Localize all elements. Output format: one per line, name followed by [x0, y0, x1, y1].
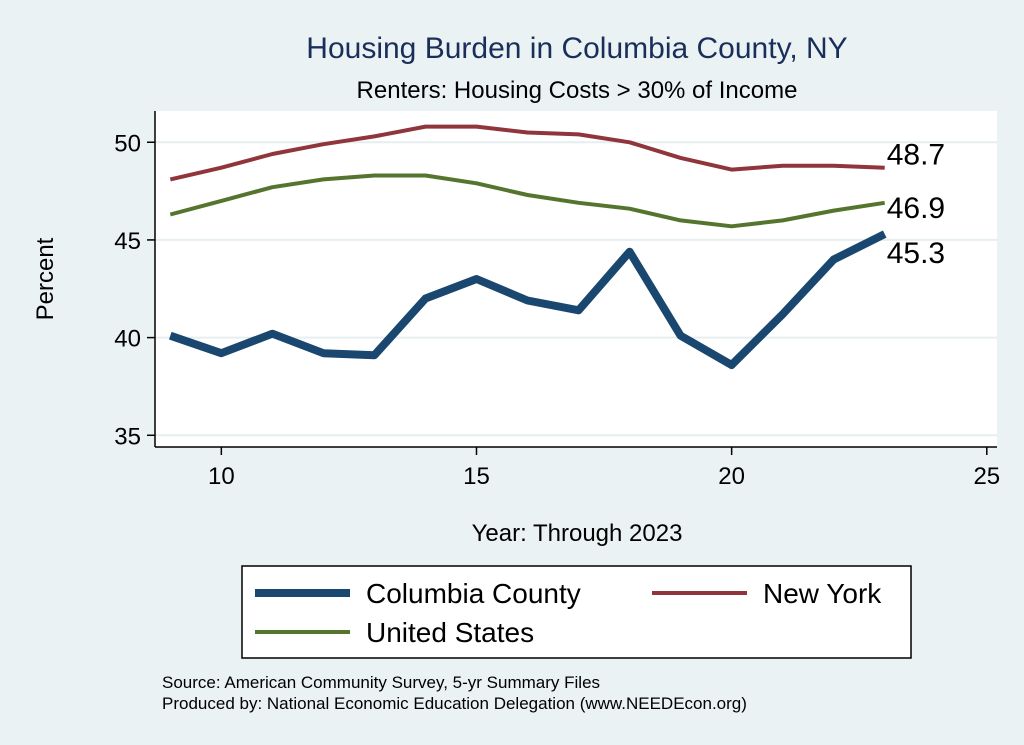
series-line-united-states — [169, 173, 886, 229]
source-note: Source: American Community Survey, 5-yr … — [162, 673, 600, 692]
x-tick-label-10: 10 — [208, 463, 235, 490]
x-tick-label-15: 15 — [463, 463, 490, 490]
y-tick-label-50: 50 — [114, 130, 141, 157]
y-axis-ticks: 35 40 45 50 — [114, 130, 155, 450]
x-axis-title: Year: Through 2023 — [472, 520, 683, 547]
plot-area — [155, 111, 997, 447]
y-tick-label-35: 35 — [114, 423, 141, 450]
x-axis-ticks: 10 15 20 25 — [208, 447, 1000, 490]
chart-title: Housing Burden in Columbia County, NY — [306, 32, 847, 65]
grid-lines — [155, 141, 997, 437]
legend-label-columbia-county: Columbia County — [366, 578, 581, 609]
legend-box — [241, 565, 912, 659]
series-line-new-york — [169, 124, 885, 182]
chart-subtitle: Renters: Housing Costs > 30% of Income — [357, 77, 798, 104]
producer-note: Produced by: National Economic Education… — [162, 694, 747, 713]
end-label-united-states: 46.9 — [887, 192, 945, 225]
legend-label-new-york: New York — [763, 578, 882, 609]
y-axis-title: Percent — [32, 237, 59, 320]
y-tick-label-40: 40 — [114, 326, 141, 353]
end-label-columbia-county: 45.3 — [887, 237, 945, 270]
x-tick-label-25: 25 — [973, 463, 1000, 490]
y-tick-label-45: 45 — [114, 228, 141, 255]
series-lines — [169, 124, 887, 369]
end-label-new-york: 48.7 — [887, 139, 945, 172]
x-tick-label-20: 20 — [718, 463, 745, 490]
series-line-columbia-county — [169, 230, 887, 369]
end-labels: 45.3 48.7 46.9 — [887, 139, 945, 270]
legend-label-united-states: United States — [366, 617, 534, 648]
